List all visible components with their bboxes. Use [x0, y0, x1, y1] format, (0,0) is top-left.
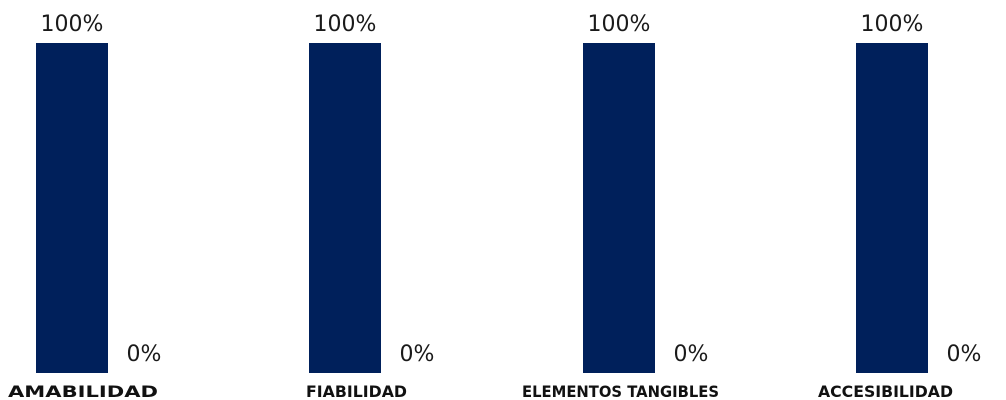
value-label-amabilidad-s1: 100%: [41, 12, 104, 37]
value-label-accesibilidad-s1: 100%: [861, 12, 924, 37]
category-label-amabilidad: AMABILIDAD: [8, 382, 158, 400]
category-labels-group: AMABILIDAD FIABILIDAD ELEMENTOS TANGIBLES A…: [8, 382, 953, 400]
value-label-accesibilidad-s2: 0%: [947, 342, 982, 367]
value-label-fiabilidad-s2: 0%: [400, 342, 435, 367]
value-labels-group: 100% 0% 100% 0% 100% 0% 100% 0%: [41, 12, 982, 367]
value-label-elementos-tangibles-s2: 0%: [674, 342, 709, 367]
category-label-elementos-tangibles: ELEMENTOS TANGIBLES: [522, 382, 719, 400]
value-label-amabilidad-s2: 0%: [127, 342, 162, 367]
value-label-elementos-tangibles-s1: 100%: [588, 12, 651, 37]
bars-group: [36, 43, 928, 373]
bar-accesibilidad-s1: [856, 43, 928, 373]
value-label-fiabilidad-s1: 100%: [314, 12, 377, 37]
bar-elementos-tangibles-s1: [583, 43, 655, 373]
bar-amabilidad-s1: [36, 43, 108, 373]
category-label-fiabilidad: FIABILIDAD: [306, 382, 407, 400]
bar-fiabilidad-s1: [309, 43, 381, 373]
category-label-accesibilidad: ACCESIBILIDAD: [818, 382, 953, 400]
